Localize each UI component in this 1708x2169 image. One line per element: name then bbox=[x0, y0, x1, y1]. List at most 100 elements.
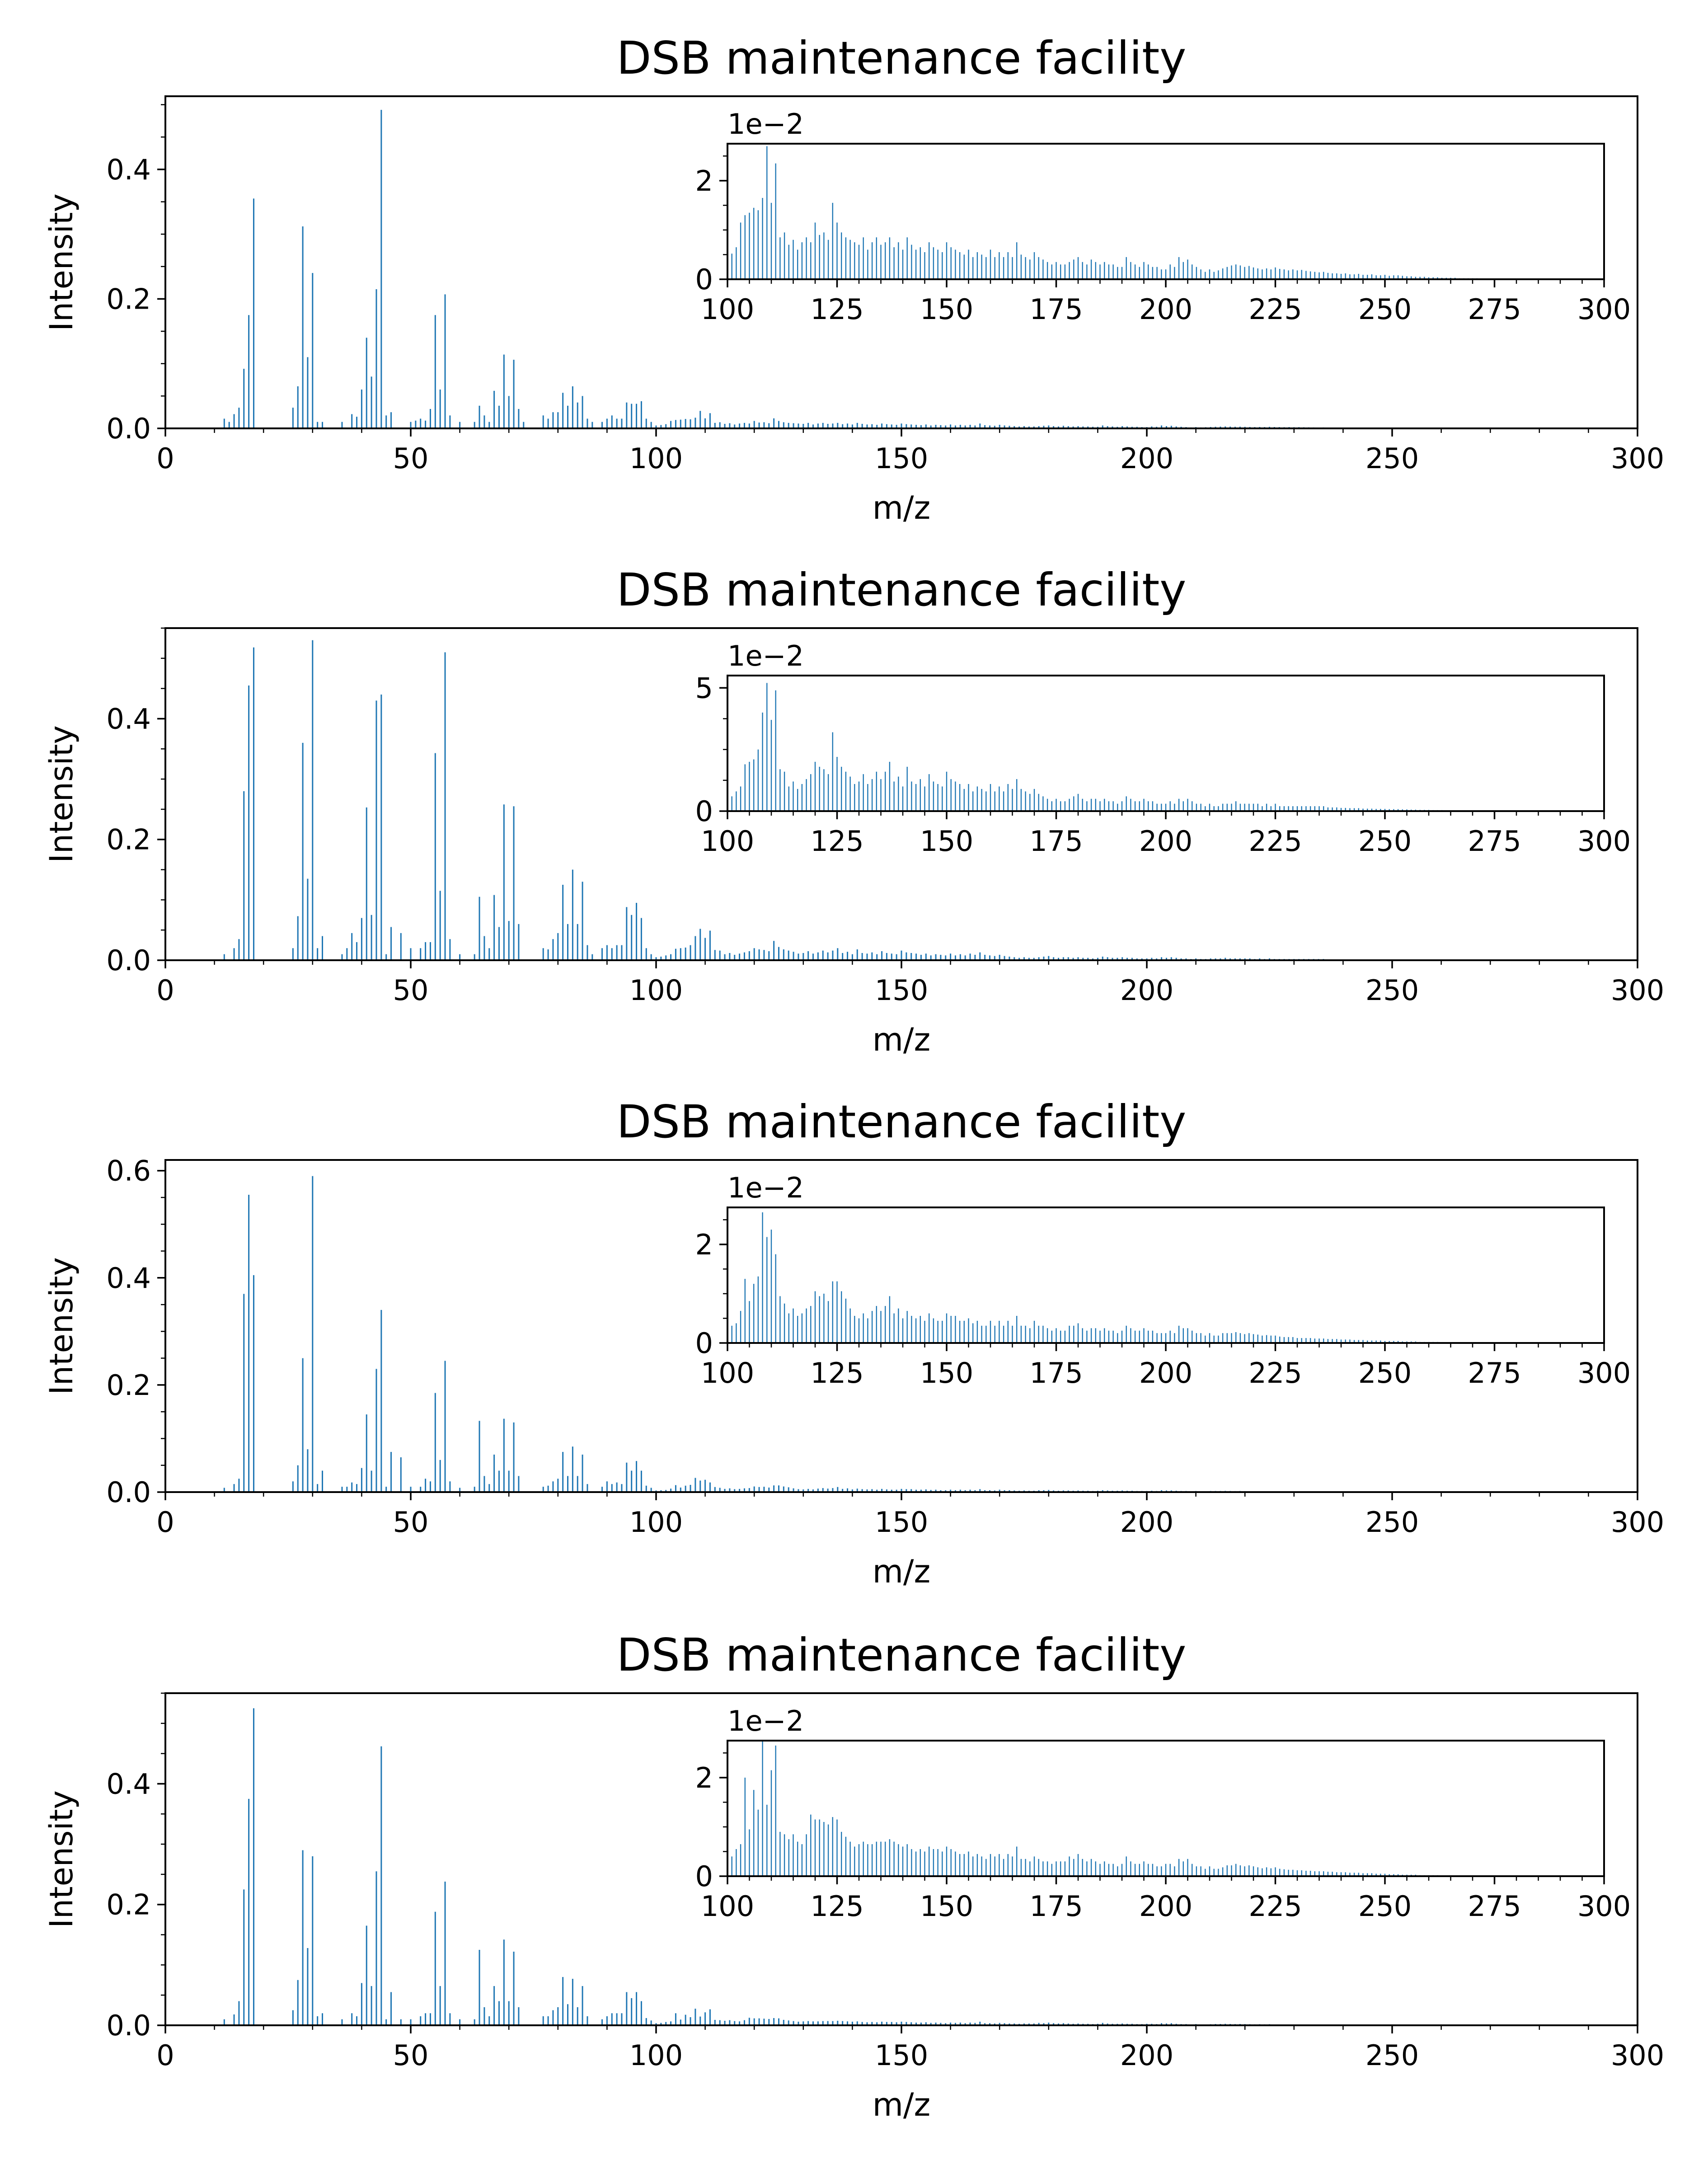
x-tick-label: 300 bbox=[1611, 1506, 1664, 1539]
inset-x-tick-label: 250 bbox=[1358, 1890, 1412, 1923]
inset-y-tick-label: 2 bbox=[695, 164, 713, 197]
chart-title: DSB maintenance facility bbox=[617, 563, 1187, 616]
x-tick-label: 100 bbox=[629, 1506, 683, 1539]
x-tick-label: 100 bbox=[629, 974, 683, 1007]
inset-axes: 100 125 150 175 200 225 250 275 300 0 2 1e−2 bbox=[695, 1171, 1631, 1390]
x-tick-label: 250 bbox=[1365, 974, 1419, 1007]
y-tick-label: 0.0 bbox=[106, 944, 151, 977]
inset-axes: 100 125 150 175 200 225 250 275 300 0 2 1e−2 bbox=[695, 1704, 1631, 1923]
y-axis-label: Intensity bbox=[43, 193, 80, 331]
x-tick-label: 100 bbox=[629, 2039, 683, 2072]
x-tick-label: 250 bbox=[1365, 1506, 1419, 1539]
y-tick-label: 0.2 bbox=[106, 282, 151, 315]
x-tick-label: 50 bbox=[393, 1506, 429, 1539]
inset-y-tick-label: 0 bbox=[695, 263, 713, 296]
inset-x-tick-label: 175 bbox=[1029, 825, 1083, 858]
inset-offset-label: 1e−2 bbox=[727, 108, 804, 141]
inset-x-tick-label: 225 bbox=[1248, 1357, 1302, 1390]
y-tick-label: 0.6 bbox=[106, 1155, 151, 1188]
y-tick-label: 0.4 bbox=[106, 153, 151, 186]
x-tick-label: 150 bbox=[875, 974, 928, 1007]
inset-x-tick-label: 275 bbox=[1468, 825, 1521, 858]
inset-y-tick-label: 0 bbox=[695, 1327, 713, 1360]
chart-title: DSB maintenance facility bbox=[617, 1095, 1187, 1148]
inset-background bbox=[727, 1740, 1605, 1877]
inset-x-tick-label: 200 bbox=[1139, 825, 1192, 858]
inset-x-tick-label: 200 bbox=[1139, 293, 1192, 326]
x-tick-label: 300 bbox=[1611, 2039, 1664, 2072]
x-tick-label: 250 bbox=[1365, 442, 1419, 475]
inset-offset-label: 1e−2 bbox=[727, 1704, 804, 1737]
x-axis-label: m/z bbox=[873, 1021, 931, 1058]
inset-x-tick-label: 250 bbox=[1358, 293, 1412, 326]
x-tick-label: 200 bbox=[1120, 1506, 1173, 1539]
inset-x-tick-label: 100 bbox=[701, 1357, 754, 1390]
x-tick-label: 0 bbox=[156, 974, 174, 1007]
y-axis-label: Intensity bbox=[43, 1257, 80, 1395]
inset-x-tick-label: 125 bbox=[810, 1357, 863, 1390]
x-tick-label: 50 bbox=[393, 2039, 429, 2072]
inset-background bbox=[727, 1207, 1605, 1344]
chart-title: DSB maintenance facility bbox=[617, 1629, 1187, 1681]
y-tick-label: 0.4 bbox=[106, 1767, 151, 1800]
x-tick-label: 100 bbox=[629, 442, 683, 475]
inset-y-tick-label: 0 bbox=[695, 795, 713, 828]
x-axis-label: m/z bbox=[873, 2086, 931, 2123]
main-bars bbox=[223, 1708, 1467, 2025]
inset-axes: 100 125 150 175 200 225 250 275 300 0 2 1e−2 bbox=[695, 108, 1631, 326]
y-tick-label: 0.0 bbox=[106, 2009, 151, 2042]
inset-x-tick-label: 200 bbox=[1139, 1890, 1192, 1923]
inset-x-tick-label: 275 bbox=[1468, 293, 1521, 326]
x-axis-label: m/z bbox=[873, 1553, 931, 1590]
y-tick-label: 0.0 bbox=[106, 1476, 151, 1509]
inset-x-tick-label: 175 bbox=[1029, 1890, 1083, 1923]
chart-title: DSB maintenance facility bbox=[617, 32, 1187, 85]
inset-x-tick-label: 125 bbox=[810, 825, 863, 858]
y-tick-label: 0.4 bbox=[106, 702, 151, 735]
x-tick-label: 0 bbox=[156, 2039, 174, 2072]
inset-x-tick-label: 300 bbox=[1577, 1890, 1631, 1923]
inset-x-tick-label: 100 bbox=[701, 293, 754, 326]
y-tick-label: 0.2 bbox=[106, 1888, 151, 1921]
inset-x-tick-label: 125 bbox=[810, 1890, 863, 1923]
inset-offset-label: 1e−2 bbox=[727, 639, 804, 672]
x-tick-label: 200 bbox=[1120, 2039, 1173, 2072]
inset-bars bbox=[727, 683, 1473, 811]
inset-axes: 100 125 150 175 200 225 250 275 300 0 5 1e−2 bbox=[695, 639, 1631, 858]
inset-x-tick-label: 250 bbox=[1358, 825, 1412, 858]
inset-x-tick-label: 200 bbox=[1139, 1357, 1192, 1390]
inset-offset-label: 1e−2 bbox=[727, 1171, 804, 1204]
inset-y-tick-label: 2 bbox=[695, 1228, 713, 1261]
inset-x-tick-label: 150 bbox=[920, 293, 973, 326]
inset-x-tick-label: 100 bbox=[701, 1890, 754, 1923]
x-tick-label: 150 bbox=[875, 442, 928, 475]
x-tick-label: 150 bbox=[875, 1506, 928, 1539]
inset-bars bbox=[727, 1212, 1451, 1343]
inset-bars bbox=[727, 146, 1495, 279]
y-axis-label: Intensity bbox=[43, 725, 80, 863]
inset-x-tick-label: 175 bbox=[1029, 293, 1083, 326]
x-tick-label: 50 bbox=[393, 442, 429, 475]
y-tick-label: 0.0 bbox=[106, 412, 151, 445]
x-tick-label: 0 bbox=[156, 442, 174, 475]
y-tick-label: 0.2 bbox=[106, 1369, 151, 1402]
x-tick-label: 0 bbox=[156, 1506, 174, 1539]
inset-x-tick-label: 225 bbox=[1248, 1890, 1302, 1923]
inset-x-tick-label: 150 bbox=[920, 1890, 973, 1923]
inset-x-tick-label: 225 bbox=[1248, 825, 1302, 858]
main-bars bbox=[223, 640, 1491, 960]
inset-x-tick-label: 225 bbox=[1248, 293, 1302, 326]
x-tick-label: 50 bbox=[393, 974, 429, 1007]
inset-y-tick-label: 2 bbox=[695, 1761, 713, 1794]
inset-y-tick-label: 0 bbox=[695, 1860, 713, 1893]
y-tick-label: 0.4 bbox=[106, 1262, 151, 1295]
inset-x-tick-label: 150 bbox=[920, 1357, 973, 1390]
inset-y-tick-label: 5 bbox=[695, 671, 713, 704]
x-tick-label: 250 bbox=[1365, 2039, 1419, 2072]
panel-1: DSB maintenance facility 0 50 100 150 200 250 3… bbox=[43, 32, 1664, 526]
inset-x-tick-label: 250 bbox=[1358, 1357, 1412, 1390]
inset-bars bbox=[727, 1741, 1451, 1876]
x-tick-label: 200 bbox=[1120, 442, 1173, 475]
